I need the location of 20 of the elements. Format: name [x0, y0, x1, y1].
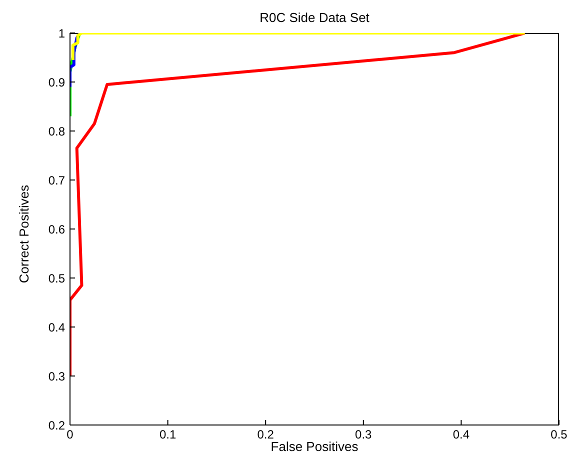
y-tick-label: 0.7: [48, 173, 66, 188]
y-tick-label: 0.9: [48, 75, 66, 90]
line-series: [70, 33, 526, 378]
y-tick-label: 0.4: [48, 320, 66, 334]
x-tick-label: 0: [66, 428, 74, 442]
chart-title: R0C Side Data Set: [258, 10, 370, 25]
x-axis-title: False Positives: [270, 439, 358, 454]
y-tick-label: 0.6: [48, 222, 66, 236]
y-axis-title: Correct Positives: [16, 184, 32, 284]
y-tick-label: 0.5: [48, 271, 66, 286]
x-tick-label: 0.2: [257, 428, 274, 442]
y-tick-label: 1: [58, 26, 66, 40]
y-tick-label: 0.3: [48, 369, 66, 384]
x-tick-label: 0.3: [355, 428, 372, 442]
x-tick-label: 0.4: [452, 428, 470, 442]
y-tick-label: 0.8: [48, 124, 66, 138]
line-series: [71, 33, 526, 62]
y-tick-label: 0.2: [48, 418, 66, 432]
x-tick-label: 0.5: [550, 428, 568, 442]
x-tick-label: 0.1: [159, 428, 176, 442]
